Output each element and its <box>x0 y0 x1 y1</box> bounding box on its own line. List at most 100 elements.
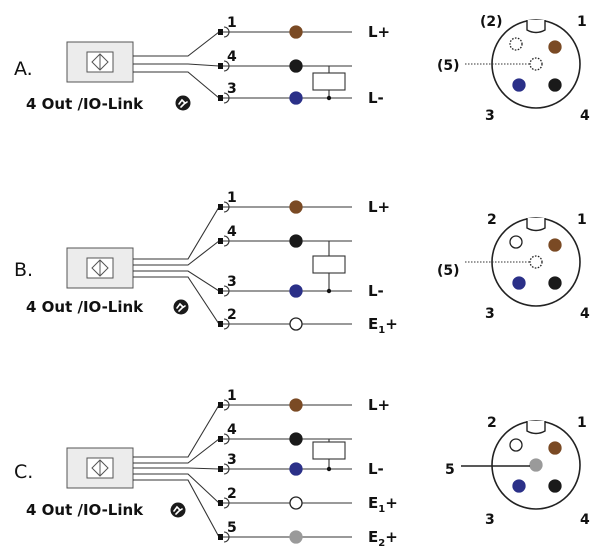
wire-color-dot-brown <box>289 200 303 214</box>
wire-3: 3 L- <box>133 452 384 478</box>
wire-2: 2 E1+ <box>133 473 398 515</box>
pin-marker-icon <box>218 321 223 327</box>
pin-marker-icon <box>218 63 223 69</box>
pin-number: 2 <box>227 307 237 323</box>
sensor-symbol-icon <box>86 457 114 479</box>
connector-label: (2) <box>480 14 503 30</box>
connector-pin-1 <box>548 441 562 455</box>
pin-number: 1 <box>227 15 237 31</box>
pin-marker-icon <box>218 204 223 210</box>
connector-label: 2 <box>487 212 497 228</box>
pin-marker-icon <box>218 29 223 35</box>
wire-3: 3 L- <box>133 71 384 107</box>
pin-number: 3 <box>227 274 237 290</box>
connector-label: 1 <box>577 415 587 431</box>
signal-label: E1+ <box>368 315 398 336</box>
connector-label: (5) <box>437 263 460 279</box>
wire-5: 5 E2+ <box>133 479 398 548</box>
wire-color-dot-blue <box>289 284 303 298</box>
connector-pin-2 <box>509 235 523 249</box>
pin-marker-icon <box>218 238 223 244</box>
device-label: 4 Out /IO-Link <box>26 501 144 519</box>
sensor-symbol-icon <box>86 257 114 279</box>
pin-number: 3 <box>227 452 237 468</box>
pin-number: 1 <box>227 388 237 404</box>
connector-label: 4 <box>580 512 590 528</box>
connector-key-notch <box>526 218 546 232</box>
connector-label: 1 <box>577 14 587 30</box>
load-resistor <box>309 240 346 294</box>
wire-4: 4 <box>133 49 352 73</box>
pin-number: 1 <box>227 190 237 206</box>
pin-marker-icon <box>218 534 223 540</box>
wire-color-dot-black <box>289 59 303 73</box>
load-resistor <box>309 438 346 472</box>
wire-color-dot-black <box>289 432 303 446</box>
pin-marker-icon <box>218 500 223 506</box>
connector-label: 5 <box>445 462 455 478</box>
pin-number: 2 <box>227 486 237 502</box>
connector-pin-5 <box>529 458 543 472</box>
signal-label: L- <box>368 89 384 107</box>
wire-4: 4 <box>133 422 352 464</box>
wire-color-dot-brown <box>289 25 303 39</box>
pin-number: 4 <box>227 422 237 438</box>
pin-marker-icon <box>218 95 223 101</box>
connector-label: 4 <box>580 306 590 322</box>
connector-face: (2) 1 (5) 3 4 <box>437 14 590 124</box>
wiring-section-c: C. 4 Out /IO-Link 1 L+ 4 3 L- 2 E1+ 5 E2+ 2 1 5 3 4 <box>14 388 590 548</box>
sensor-body <box>66 247 134 289</box>
wire-color-dot-white <box>289 496 303 510</box>
connector-label: 2 <box>487 415 497 431</box>
signal-label: E1+ <box>368 494 398 515</box>
signal-label: L- <box>368 282 384 300</box>
io-link-icon <box>173 299 189 315</box>
connector-face: 2 1 5 3 4 <box>445 415 590 528</box>
connector-label: 1 <box>577 212 587 228</box>
junction-dot <box>326 95 332 101</box>
junction-dot <box>326 466 332 472</box>
wire-color-dot-brown <box>289 398 303 412</box>
wiring-section-b: B. 4 Out /IO-Link 1 L+ 4 3 L- 2 E1+ 2 1 (5) 3 4 <box>14 190 590 336</box>
wire-4: 4 <box>133 224 352 266</box>
connector-key-notch <box>526 421 546 435</box>
section-label: A. <box>14 58 33 80</box>
junction-dot <box>326 288 332 294</box>
connector-pin-4 <box>548 479 562 493</box>
wire-color-dot-blue <box>289 91 303 105</box>
connector-pin-4 <box>548 276 562 290</box>
pin-number: 4 <box>227 224 237 240</box>
connector-pin-5 <box>529 57 543 71</box>
pin-marker-icon <box>218 288 223 294</box>
wire-3: 3 L- <box>133 270 384 300</box>
connector-key-notch <box>526 20 546 34</box>
wire-1: 1 L+ <box>133 388 390 458</box>
wire-color-dot-black <box>289 234 303 248</box>
device-label: 4 Out /IO-Link <box>26 298 144 316</box>
pin-number: 5 <box>227 520 237 536</box>
connector-label: 3 <box>485 306 495 322</box>
pin-number: 4 <box>227 49 237 65</box>
connector-pin-2 <box>509 438 523 452</box>
connector-pin-3 <box>512 78 526 92</box>
load-resistor <box>309 65 346 101</box>
device-label: 4 Out /IO-Link <box>26 95 144 113</box>
signal-label: L+ <box>368 23 390 41</box>
pin-marker-icon <box>218 402 223 408</box>
wire-color-dot-blue <box>289 462 303 476</box>
connector-pin-3 <box>512 276 526 290</box>
pin-marker-icon <box>218 436 223 442</box>
signal-label: L- <box>368 460 384 478</box>
connector-pin-3 <box>512 479 526 493</box>
pin-marker-icon <box>218 466 223 472</box>
signal-label: L+ <box>368 198 390 216</box>
connector-label: 3 <box>485 512 495 528</box>
connector-label: 3 <box>485 108 495 124</box>
sensor-symbol-icon <box>86 51 114 73</box>
signal-label: E2+ <box>368 528 398 548</box>
wire-1: 1 L+ <box>133 15 390 57</box>
wire-color-dot-white <box>289 317 303 331</box>
wire-1: 1 L+ <box>133 190 390 260</box>
section-label: C. <box>14 461 33 483</box>
connector-pin-1 <box>548 40 562 54</box>
